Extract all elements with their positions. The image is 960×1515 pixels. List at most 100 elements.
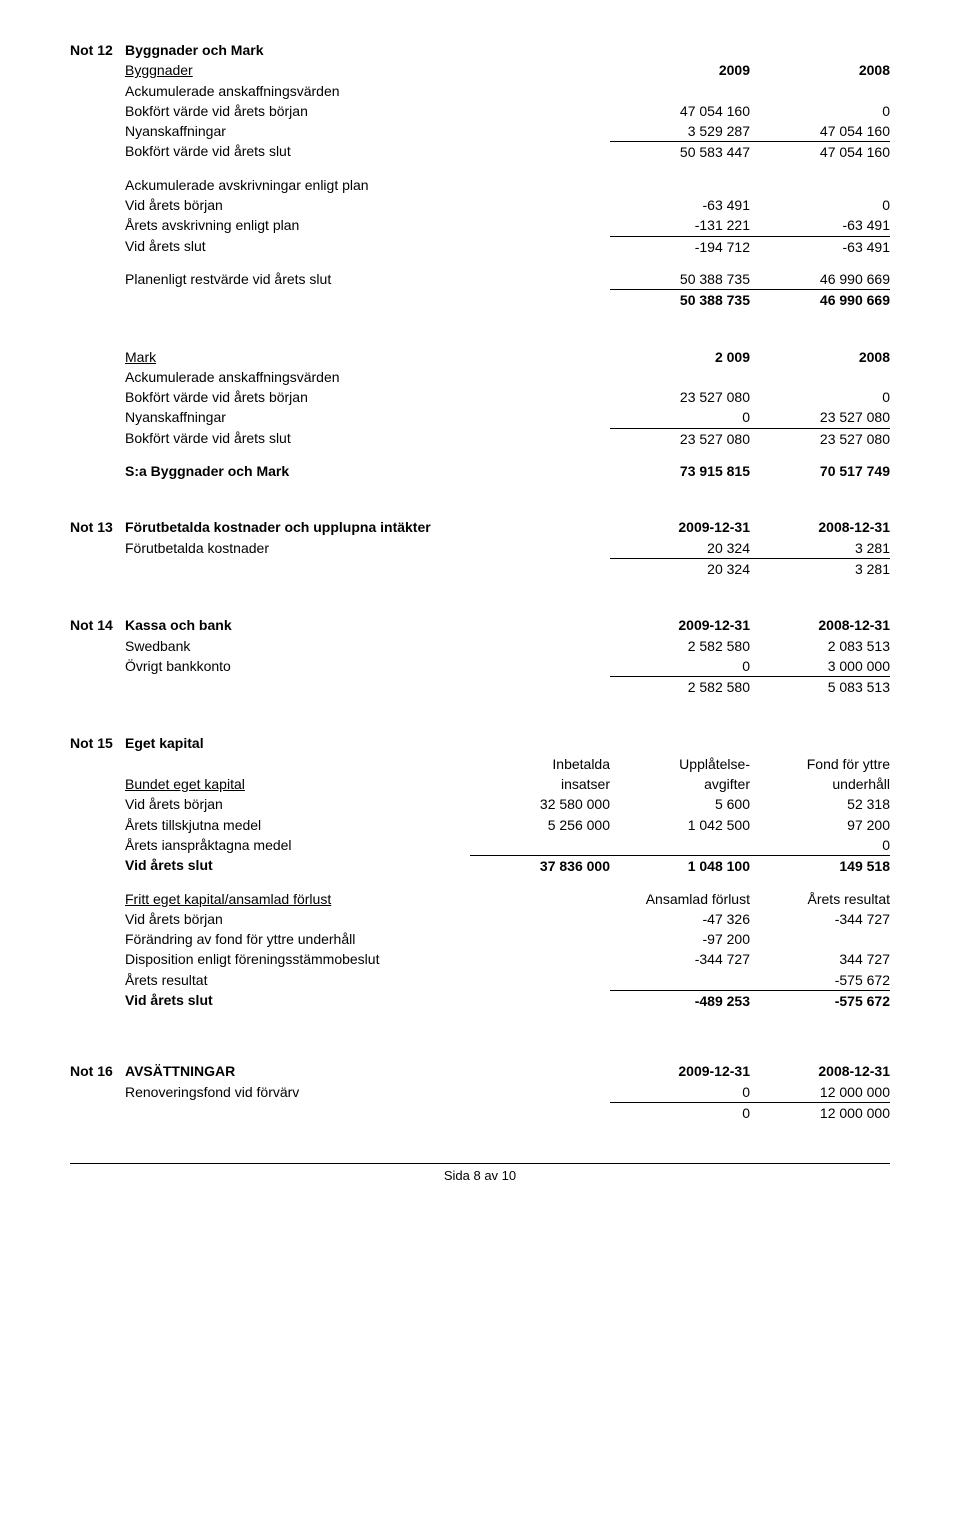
row-value [610, 835, 750, 855]
row-value: 3 281 [750, 538, 890, 558]
row-label: Bokfört värde vid årets början [125, 101, 610, 121]
note-id: Not 13 [70, 517, 125, 537]
table-row: Vid årets början-63 4910 [70, 195, 890, 215]
row-label [125, 676, 610, 697]
note-id: Not 16 [70, 1061, 125, 1081]
table-row: Renoveringsfond vid förvärv012 000 000 [70, 1082, 890, 1102]
row-value: 46 990 669 [750, 269, 890, 289]
note-title: Kassa och bank [125, 615, 610, 635]
row-value: 344 727 [750, 949, 890, 969]
row-value: 1 042 500 [610, 815, 750, 835]
col-header: Fond för yttre [750, 754, 890, 774]
row-value: -131 221 [610, 215, 750, 235]
row-value: -575 672 [750, 970, 890, 990]
row-value: 47 054 160 [610, 101, 750, 121]
section-heading: Bundet eget kapital [125, 774, 470, 794]
row-value: 0 [750, 835, 890, 855]
col-header: 2008-12-31 [750, 517, 890, 537]
row-label: Ackumulerade anskaffningsvärden [125, 367, 610, 387]
table-row: Nyanskaffningar3 529 28747 054 160 [70, 121, 890, 141]
row-value: 46 990 669 [750, 289, 890, 310]
row-value: 23 527 080 [610, 387, 750, 407]
row-label: Övrigt bankkonto [125, 656, 610, 676]
col-header: 2009-12-31 [610, 517, 750, 537]
row-value: 5 600 [610, 794, 750, 814]
col-header: 2009-12-31 [610, 1061, 750, 1081]
row-value: 20 324 [610, 538, 750, 558]
row-value: 2 582 580 [610, 676, 750, 697]
summary-value: 70 517 749 [750, 461, 890, 481]
row-label: Förutbetalda kostnader [125, 538, 610, 558]
row-value: 50 583 447 [610, 141, 750, 162]
note-title: Eget kapital [125, 733, 470, 753]
table-row: Ackumulerade anskaffningsvärden [70, 367, 890, 387]
row-value: 23 527 080 [610, 428, 750, 449]
col-header: 2008 [750, 60, 890, 80]
table-row: Bokfört värde vid årets slut50 583 44747… [70, 141, 890, 162]
summary-label: S:a Byggnader och Mark [125, 461, 610, 481]
table-row: Vid årets början32 580 0005 60052 318 [70, 794, 890, 814]
row-label: Bokfört värde vid årets slut [125, 141, 610, 162]
row-label: Bokfört värde vid årets slut [125, 428, 610, 449]
row-label: Renoveringsfond vid förvärv [125, 1082, 610, 1102]
row-label: Vid årets början [125, 195, 610, 215]
row-value: 0 [750, 195, 890, 215]
table-row: Vid årets början-47 326-344 727 [70, 909, 890, 929]
row-label: Vid årets slut [125, 855, 470, 876]
col-header: Upplåtelse- [610, 754, 750, 774]
row-label: Årets avskrivning enligt plan [125, 215, 610, 235]
row-value: 12 000 000 [750, 1102, 890, 1123]
row-label: Bokfört värde vid årets början [125, 387, 610, 407]
row-value: 97 200 [750, 815, 890, 835]
row-value: -63 491 [750, 236, 890, 257]
table-row: 20 3243 281 [70, 558, 890, 579]
note-id: Not 14 [70, 615, 125, 635]
row-value: 1 048 100 [610, 855, 750, 876]
table-row: Förutbetalda kostnader20 3243 281 [70, 538, 890, 558]
row-label: Förändring av fond för yttre underhåll [125, 929, 610, 949]
note-id: Not 15 [70, 733, 125, 753]
row-value [750, 929, 890, 949]
row-value: 3 281 [750, 558, 890, 579]
table-row: Ackumulerade avskrivningar enligt plan [70, 175, 890, 195]
table-row: Årets ianspråktagna medel0 [70, 835, 890, 855]
row-label: Årets resultat [125, 970, 610, 990]
row-label: Planenligt restvärde vid årets slut [125, 269, 610, 289]
row-label: Vid årets början [125, 909, 610, 929]
table-row: Bokfört värde vid årets början23 527 080… [70, 387, 890, 407]
row-value [610, 81, 750, 101]
row-value [750, 81, 890, 101]
row-label [125, 558, 610, 579]
table-row: Årets tillskjutna medel5 256 0001 042 50… [70, 815, 890, 835]
row-value: 2 582 580 [610, 636, 750, 656]
row-value [470, 835, 610, 855]
table-row: Övrigt bankkonto03 000 000 [70, 656, 890, 676]
row-value: 0 [750, 387, 890, 407]
col-header: Årets resultat [750, 889, 890, 909]
row-value: -47 326 [610, 909, 750, 929]
row-value: 37 836 000 [470, 855, 610, 876]
row-value: 3 000 000 [750, 656, 890, 676]
col-header: Ansamlad förlust [610, 889, 750, 909]
row-label: Vid årets slut [125, 236, 610, 257]
row-label: Vid årets slut [125, 990, 610, 1011]
col-header: 2009-12-31 [610, 615, 750, 635]
table-row: Årets resultat -575 672 [70, 970, 890, 990]
table-row: 012 000 000 [70, 1102, 890, 1123]
note-12: Not 12 Byggnader och Mark Byggnader 2009… [70, 40, 890, 311]
row-value: 3 529 287 [610, 121, 750, 141]
section-heading: Mark [125, 347, 610, 367]
col-header: underhåll [750, 774, 890, 794]
row-value: 0 [610, 1102, 750, 1123]
row-value: 50 388 735 [610, 289, 750, 310]
col-header: 2 009 [610, 347, 750, 367]
row-value: -344 727 [610, 949, 750, 969]
table-row: Bokfört värde vid årets slut23 527 08023… [70, 428, 890, 449]
row-value: 47 054 160 [750, 141, 890, 162]
section-heading: Byggnader [125, 60, 610, 80]
row-label: Disposition enligt föreningsstämmobeslut [125, 949, 610, 969]
table-row: Vid årets slut-194 712-63 491 [70, 236, 890, 257]
row-label: Ackumulerade avskrivningar enligt plan [125, 175, 610, 195]
row-value: -575 672 [750, 990, 890, 1011]
row-value [610, 175, 750, 195]
